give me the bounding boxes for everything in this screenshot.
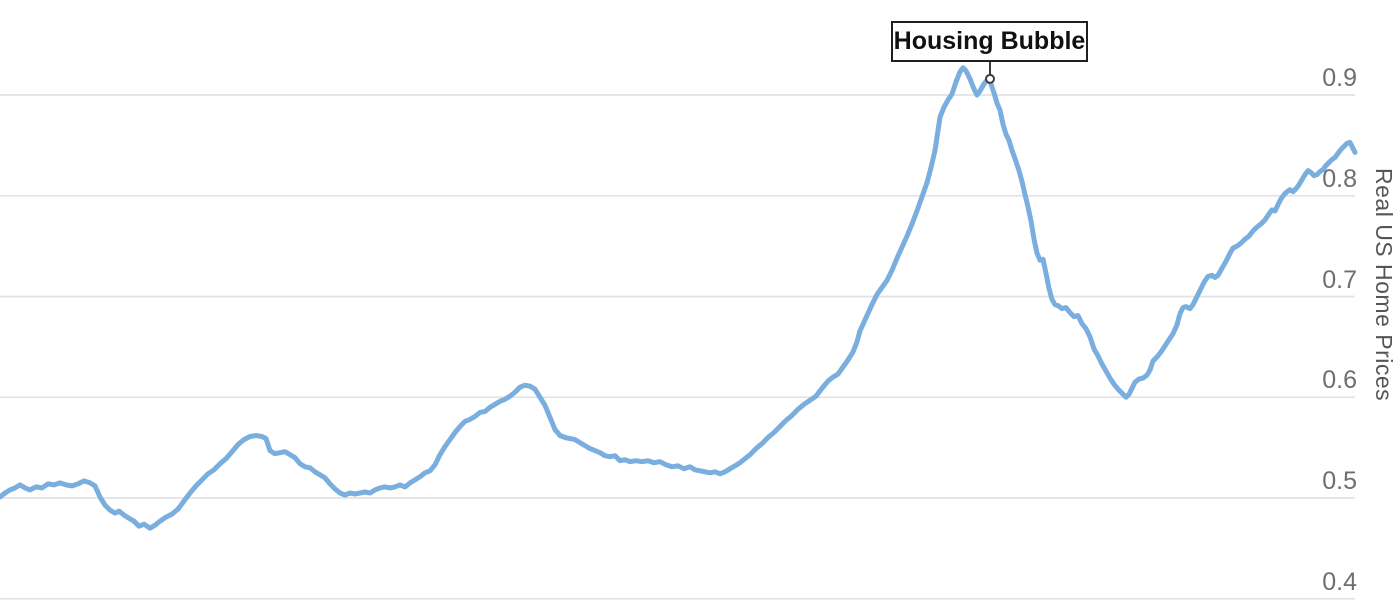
y-tick-label: 0.7 [1322, 265, 1357, 294]
y-tick-label: 0.5 [1322, 467, 1357, 495]
gridlines [0, 94, 1355, 600]
y-tick-label: 0.9 [1322, 64, 1357, 92]
price-line-series [0, 65, 1358, 531]
y-axis-title: Real US Home Prices [1371, 168, 1397, 402]
annotation-box: Housing Bubble [891, 21, 1088, 62]
y-tick-label: 0.8 [1322, 164, 1357, 193]
annotation-point-marker [985, 73, 995, 84]
annotation-label: Housing Bubble [893, 27, 1086, 55]
y-tick-label: 0.6 [1322, 366, 1357, 395]
y-tick-label: 0.4 [1322, 567, 1357, 596]
